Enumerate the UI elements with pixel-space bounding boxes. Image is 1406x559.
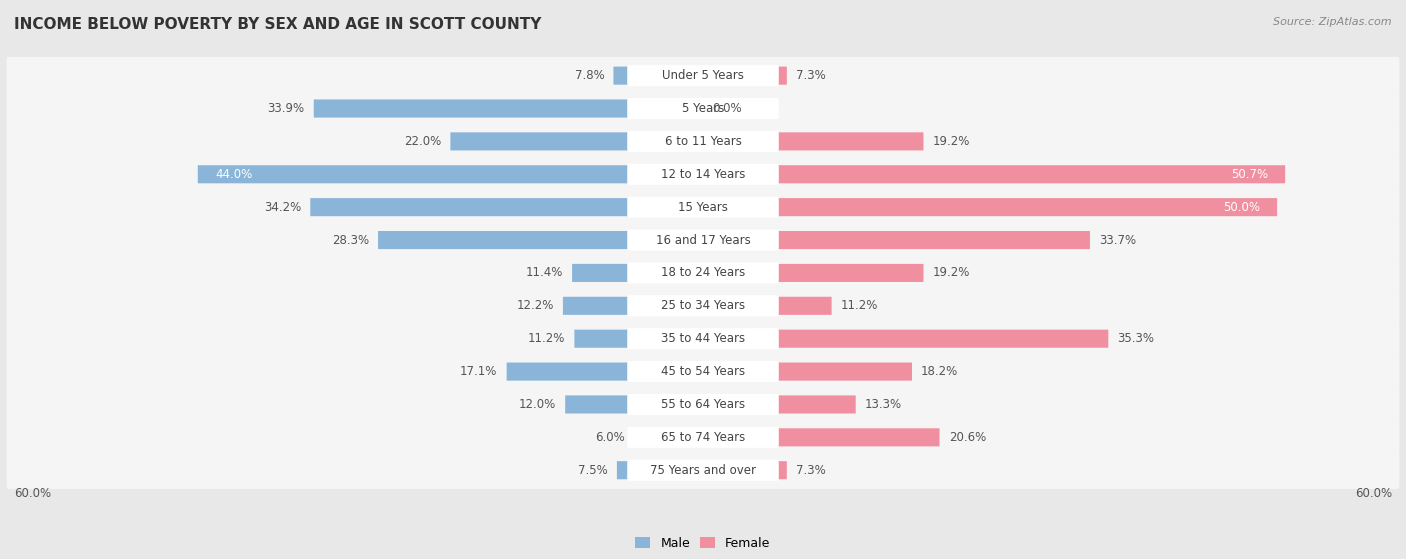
Text: 44.0%: 44.0% [215, 168, 252, 181]
FancyBboxPatch shape [627, 328, 779, 349]
Text: 12.0%: 12.0% [519, 398, 555, 411]
FancyBboxPatch shape [572, 264, 703, 282]
Text: 12.2%: 12.2% [516, 299, 554, 312]
FancyBboxPatch shape [627, 427, 779, 448]
Text: 75 Years and over: 75 Years and over [650, 464, 756, 477]
Text: 60.0%: 60.0% [14, 487, 51, 500]
FancyBboxPatch shape [627, 131, 779, 152]
FancyBboxPatch shape [314, 100, 703, 117]
Text: 13.3%: 13.3% [865, 398, 903, 411]
Text: 25 to 34 Years: 25 to 34 Years [661, 299, 745, 312]
FancyBboxPatch shape [627, 394, 779, 415]
Text: 11.2%: 11.2% [841, 299, 879, 312]
FancyBboxPatch shape [703, 428, 939, 447]
FancyBboxPatch shape [7, 452, 1399, 489]
Text: 33.9%: 33.9% [267, 102, 305, 115]
Text: 7.8%: 7.8% [575, 69, 605, 82]
Text: INCOME BELOW POVERTY BY SEX AND AGE IN SCOTT COUNTY: INCOME BELOW POVERTY BY SEX AND AGE IN S… [14, 17, 541, 32]
Text: 0.0%: 0.0% [713, 102, 742, 115]
FancyBboxPatch shape [627, 98, 779, 119]
FancyBboxPatch shape [7, 353, 1399, 390]
FancyBboxPatch shape [7, 57, 1399, 94]
Text: 16 and 17 Years: 16 and 17 Years [655, 234, 751, 247]
Text: 7.3%: 7.3% [796, 464, 825, 477]
FancyBboxPatch shape [7, 287, 1399, 325]
Text: 11.2%: 11.2% [527, 332, 565, 345]
FancyBboxPatch shape [703, 231, 1090, 249]
FancyBboxPatch shape [703, 132, 924, 150]
Text: 35.3%: 35.3% [1118, 332, 1154, 345]
Text: 33.7%: 33.7% [1099, 234, 1136, 247]
FancyBboxPatch shape [7, 188, 1399, 226]
FancyBboxPatch shape [7, 90, 1399, 127]
Text: 17.1%: 17.1% [460, 365, 498, 378]
FancyBboxPatch shape [450, 132, 703, 150]
FancyBboxPatch shape [703, 264, 924, 282]
FancyBboxPatch shape [627, 164, 779, 185]
Text: 19.2%: 19.2% [932, 135, 970, 148]
FancyBboxPatch shape [634, 428, 703, 447]
FancyBboxPatch shape [703, 67, 787, 84]
FancyBboxPatch shape [627, 295, 779, 316]
FancyBboxPatch shape [627, 361, 779, 382]
FancyBboxPatch shape [506, 363, 703, 381]
FancyBboxPatch shape [627, 459, 779, 481]
FancyBboxPatch shape [703, 395, 856, 414]
FancyBboxPatch shape [617, 461, 703, 479]
FancyBboxPatch shape [7, 419, 1399, 456]
FancyBboxPatch shape [7, 254, 1399, 292]
FancyBboxPatch shape [7, 122, 1399, 160]
FancyBboxPatch shape [703, 297, 831, 315]
Text: 50.7%: 50.7% [1230, 168, 1268, 181]
FancyBboxPatch shape [198, 165, 703, 183]
Text: 7.5%: 7.5% [578, 464, 607, 477]
FancyBboxPatch shape [703, 330, 1108, 348]
FancyBboxPatch shape [7, 320, 1399, 357]
Text: 20.6%: 20.6% [949, 431, 986, 444]
Text: 19.2%: 19.2% [932, 267, 970, 280]
FancyBboxPatch shape [613, 67, 703, 84]
FancyBboxPatch shape [575, 330, 703, 348]
Text: Under 5 Years: Under 5 Years [662, 69, 744, 82]
Text: 12 to 14 Years: 12 to 14 Years [661, 168, 745, 181]
Text: 55 to 64 Years: 55 to 64 Years [661, 398, 745, 411]
Text: 28.3%: 28.3% [332, 234, 368, 247]
Text: 18 to 24 Years: 18 to 24 Years [661, 267, 745, 280]
Text: 11.4%: 11.4% [526, 267, 562, 280]
Text: 5 Years: 5 Years [682, 102, 724, 115]
FancyBboxPatch shape [703, 461, 787, 479]
Text: 50.0%: 50.0% [1223, 201, 1260, 214]
FancyBboxPatch shape [703, 363, 912, 381]
FancyBboxPatch shape [7, 221, 1399, 259]
Text: 15 Years: 15 Years [678, 201, 728, 214]
FancyBboxPatch shape [378, 231, 703, 249]
Text: Source: ZipAtlas.com: Source: ZipAtlas.com [1274, 17, 1392, 27]
FancyBboxPatch shape [627, 230, 779, 250]
Text: 35 to 44 Years: 35 to 44 Years [661, 332, 745, 345]
Text: 34.2%: 34.2% [264, 201, 301, 214]
Text: 6.0%: 6.0% [595, 431, 624, 444]
FancyBboxPatch shape [311, 198, 703, 216]
Text: 65 to 74 Years: 65 to 74 Years [661, 431, 745, 444]
Text: 7.3%: 7.3% [796, 69, 825, 82]
FancyBboxPatch shape [627, 197, 779, 217]
FancyBboxPatch shape [703, 198, 1277, 216]
Text: 45 to 54 Years: 45 to 54 Years [661, 365, 745, 378]
FancyBboxPatch shape [7, 155, 1399, 193]
Text: 6 to 11 Years: 6 to 11 Years [665, 135, 741, 148]
FancyBboxPatch shape [562, 297, 703, 315]
Text: 18.2%: 18.2% [921, 365, 959, 378]
FancyBboxPatch shape [627, 65, 779, 86]
Legend: Male, Female: Male, Female [630, 532, 776, 555]
FancyBboxPatch shape [703, 165, 1285, 183]
FancyBboxPatch shape [7, 386, 1399, 423]
FancyBboxPatch shape [565, 395, 703, 414]
Text: 22.0%: 22.0% [404, 135, 441, 148]
FancyBboxPatch shape [627, 262, 779, 283]
Text: 60.0%: 60.0% [1355, 487, 1392, 500]
